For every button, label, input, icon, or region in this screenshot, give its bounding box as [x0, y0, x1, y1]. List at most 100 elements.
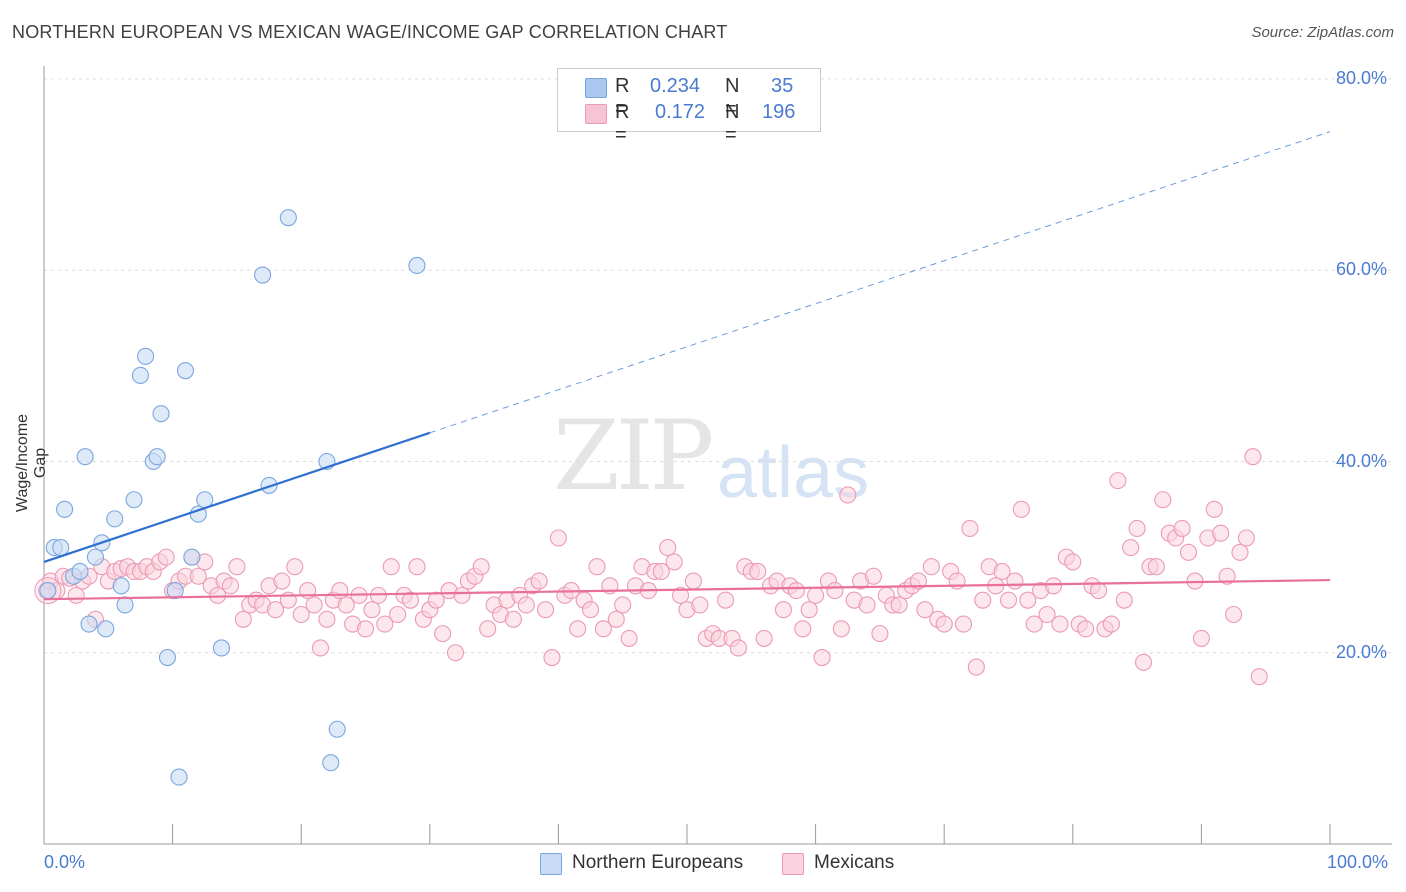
- mexicans-point: [1154, 491, 1172, 509]
- northern-europeans-point: [137, 347, 155, 365]
- mexicans-point: [1179, 543, 1198, 561]
- mexicans-point: [1025, 615, 1043, 633]
- mexicans-point: [1244, 448, 1262, 466]
- bottom-legend-swatch-blue: [540, 853, 562, 875]
- mexicans-point: [1147, 558, 1165, 576]
- mexicans-point: [382, 558, 400, 576]
- northern-europeans-point: [408, 256, 426, 275]
- mexicans-point: [1250, 668, 1268, 686]
- trend-line-northern-europeans-extension: [429, 131, 1331, 434]
- mexicans-point: [189, 567, 207, 585]
- mexicans-point: [1109, 472, 1127, 490]
- mexicans-point: [826, 582, 844, 600]
- northern-europeans-point: [166, 582, 184, 600]
- mexicans-point: [530, 572, 548, 590]
- mexicans-point: [1218, 567, 1236, 585]
- mexicans-point: [318, 610, 336, 628]
- y-axis-title: Wage/Income Gap: [14, 413, 49, 513]
- watermark-zip: ZIP: [553, 400, 714, 512]
- y-tick-label: 40.0%: [1336, 450, 1388, 471]
- legend: R = 0.234 N = 35 R = 0.172 N = 196: [557, 68, 821, 146]
- axes: [43, 66, 1392, 845]
- mexicans-point: [652, 562, 670, 581]
- mexicans-point: [807, 586, 825, 604]
- mexicans-point: [504, 610, 522, 628]
- mexicans-point: [659, 539, 677, 557]
- northern-europeans-point: [76, 448, 94, 466]
- northern-europeans-point: [131, 366, 149, 384]
- northern-europeans-point: [52, 539, 70, 557]
- mexicans-point: [331, 582, 349, 600]
- grid-lines: [44, 78, 1392, 654]
- mexicans-point: [967, 658, 985, 676]
- mexicans-point: [961, 519, 979, 537]
- mexicans-point: [472, 558, 490, 576]
- mexicans-point: [1019, 591, 1037, 609]
- y-tick-label: 20.0%: [1336, 641, 1388, 662]
- mexicans-point: [401, 591, 420, 609]
- mexicans-point: [389, 605, 407, 624]
- legend-n-label: N =: [725, 75, 740, 120]
- mexicans-point: [337, 596, 355, 614]
- mexicans-point: [774, 601, 793, 619]
- northern-europeans-point: [260, 476, 278, 494]
- x-tick-label-max: 100.0%: [1327, 852, 1389, 872]
- mexicans-point: [67, 586, 85, 604]
- mexicans-point: [427, 591, 445, 609]
- mexicans-point: [209, 586, 227, 604]
- mexicans-point: [1192, 629, 1210, 647]
- mexicans-point: [1237, 529, 1255, 547]
- trend-line-northern-europeans: [43, 431, 431, 563]
- mexicans-point: [1134, 653, 1153, 671]
- bottom-legend-swatch-pink: [782, 853, 804, 875]
- mexicans-point: [266, 601, 285, 619]
- mexicans-point: [794, 620, 812, 638]
- mexicans-point: [286, 558, 304, 576]
- x-tick-label-min: 0.0%: [44, 852, 86, 872]
- legend-n-label: N =: [725, 101, 740, 146]
- mexicans-point: [1012, 500, 1030, 518]
- northern-europeans-point: [152, 405, 170, 423]
- mexicans-point: [157, 548, 175, 566]
- mexicans-point: [1051, 615, 1069, 633]
- mexicans-point: [549, 529, 567, 547]
- northern-europeans-point: [158, 648, 177, 667]
- northern-europeans-point: [148, 448, 166, 466]
- mexicans-point: [453, 586, 471, 604]
- northern-europeans-point: [254, 266, 272, 284]
- mexicans-point: [974, 591, 992, 609]
- mexicans-point: [620, 629, 638, 647]
- mexicans-point: [1122, 539, 1140, 557]
- northern-europeans-point: [112, 577, 130, 595]
- mexicans-point: [1038, 605, 1056, 624]
- mexicans-point: [517, 596, 535, 614]
- northern-europeans-point: [106, 510, 124, 528]
- northern-europeans-point: [183, 548, 201, 566]
- mexicans-point: [717, 591, 735, 609]
- mexicans-point: [1089, 582, 1108, 600]
- northern-europeans-point: [80, 615, 98, 633]
- legend-n-value: 196: [762, 101, 796, 123]
- northern-europeans-point: [328, 720, 346, 738]
- northern-europeans-point: [86, 548, 104, 566]
- northern-europeans-points: [39, 209, 426, 786]
- northern-europeans-point: [279, 209, 297, 227]
- trend-line-mexicans: [43, 578, 1331, 601]
- legend-r-label: R =: [615, 101, 630, 146]
- mexicans-point: [813, 648, 831, 667]
- mexicans-point: [1006, 572, 1024, 590]
- mexicans-point: [292, 605, 310, 624]
- mexicans-point: [832, 620, 850, 638]
- mexicans-point: [363, 601, 381, 619]
- legend-r-value: 0.172: [655, 101, 706, 123]
- mexicans-point: [755, 629, 773, 647]
- northern-europeans-point: [39, 582, 57, 600]
- mexicans-point: [922, 558, 940, 576]
- northern-europeans-point: [116, 596, 134, 614]
- mexicans-point: [408, 558, 426, 576]
- mexicans-point: [1225, 605, 1243, 624]
- mexicans-point: [909, 572, 928, 590]
- northern-europeans-point: [97, 620, 115, 638]
- mexicans-point: [356, 620, 375, 638]
